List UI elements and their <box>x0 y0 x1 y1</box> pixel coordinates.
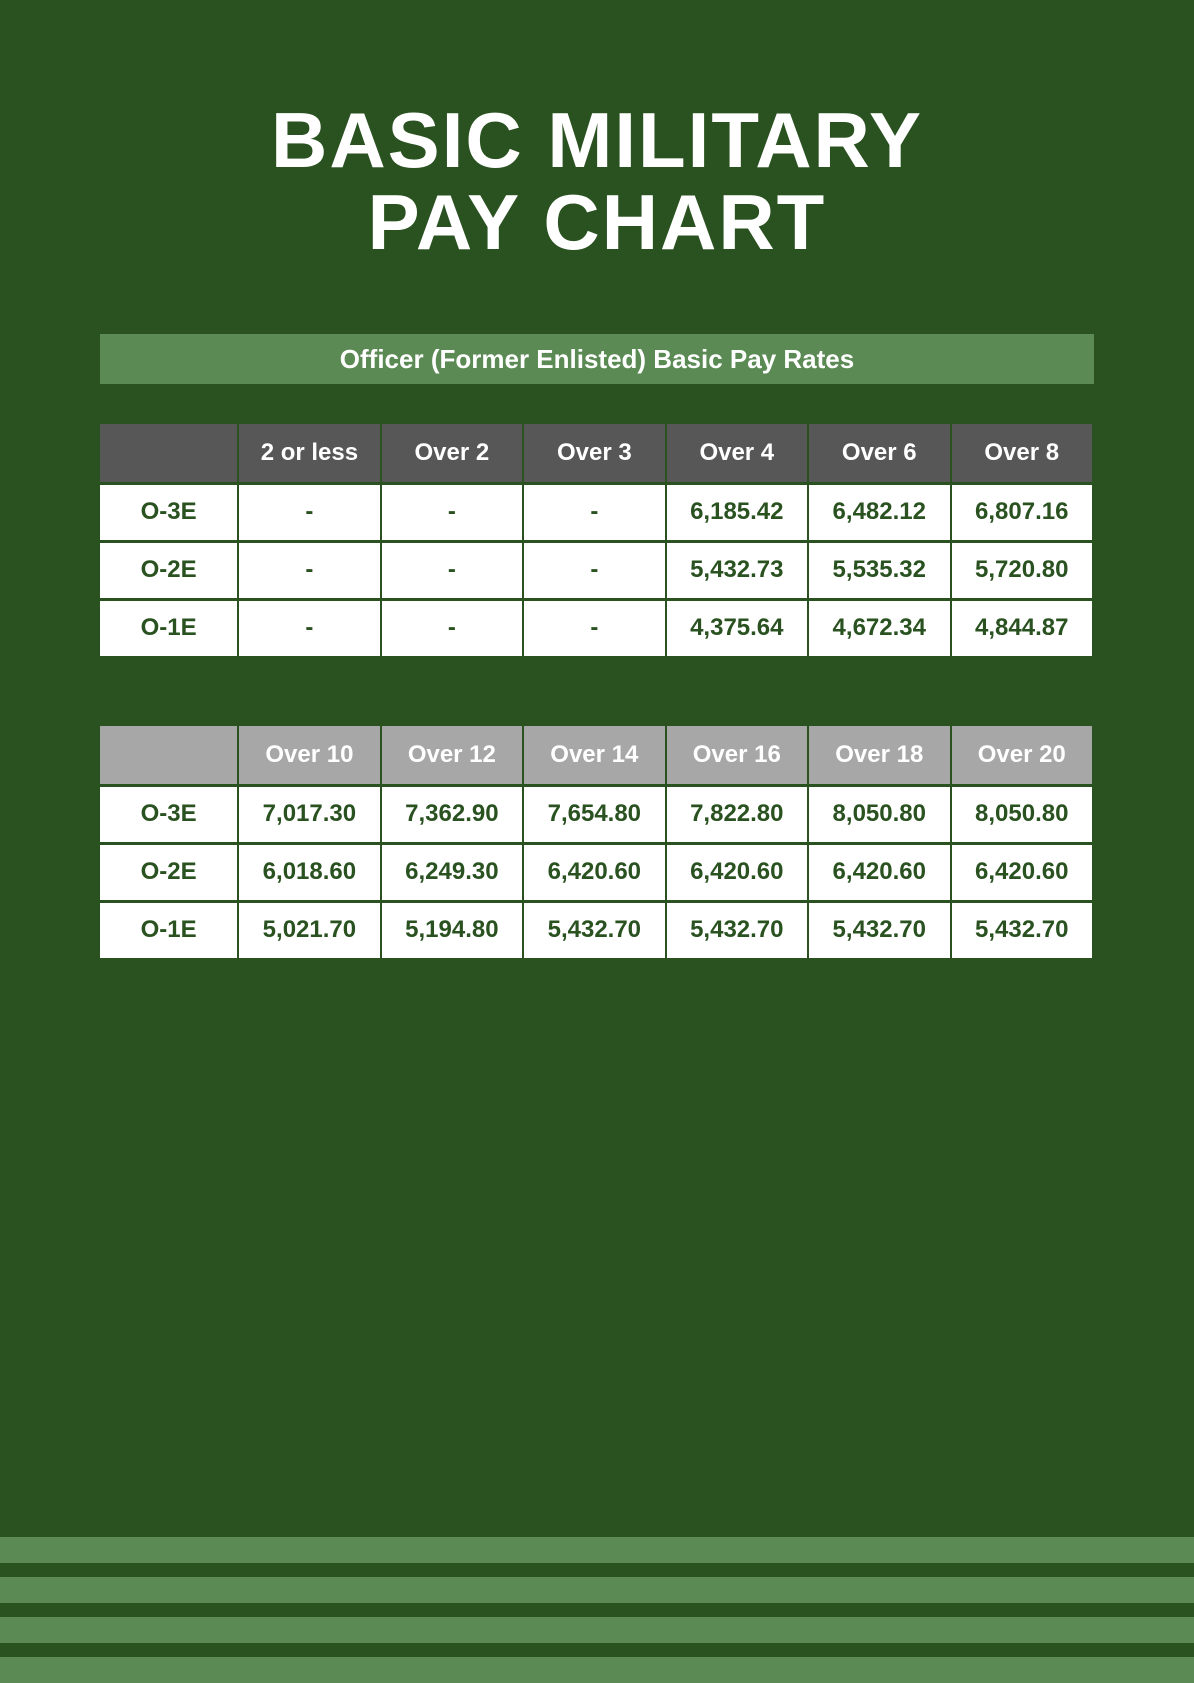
table-row: O-1E---4,375.644,672.344,844.87 <box>100 598 1094 656</box>
footer-stripes <box>0 1537 1194 1683</box>
column-header: Over 3 <box>524 424 666 482</box>
cell: - <box>382 598 524 656</box>
cell: 5,432.73 <box>667 540 809 598</box>
cell: 5,432.70 <box>524 900 666 958</box>
cell: 5,432.70 <box>952 900 1095 958</box>
cell: - <box>524 598 666 656</box>
cell: 6,420.60 <box>667 842 809 900</box>
cell: 4,672.34 <box>809 598 951 656</box>
footer-stripe <box>0 1537 1194 1563</box>
page-title: BASIC MILITARY PAY CHART <box>100 100 1094 264</box>
column-header <box>100 726 239 784</box>
cell: 5,432.70 <box>809 900 951 958</box>
footer-stripe <box>0 1617 1194 1643</box>
cell: - <box>239 540 381 598</box>
cell: 7,017.30 <box>239 784 381 842</box>
footer-stripe <box>0 1577 1194 1603</box>
cell: - <box>239 482 381 540</box>
row-label: O-1E <box>100 900 239 958</box>
column-header: Over 14 <box>524 726 666 784</box>
column-header: Over 6 <box>809 424 951 482</box>
cell: 8,050.80 <box>809 784 951 842</box>
pay-table: 2 or lessOver 2Over 3Over 4Over 6Over 8O… <box>100 424 1094 656</box>
cell: 5,720.80 <box>952 540 1095 598</box>
table-row: O-3E---6,185.426,482.126,807.16 <box>100 482 1094 540</box>
cell: 7,654.80 <box>524 784 666 842</box>
cell: 5,021.70 <box>239 900 381 958</box>
column-header: Over 12 <box>382 726 524 784</box>
cell: 7,362.90 <box>382 784 524 842</box>
row-label: O-3E <box>100 784 239 842</box>
title-line1: BASIC MILITARY <box>271 96 923 184</box>
cell: 6,185.42 <box>667 482 809 540</box>
cell: 6,420.60 <box>809 842 951 900</box>
cell: 6,420.60 <box>524 842 666 900</box>
subtitle-bar: Officer (Former Enlisted) Basic Pay Rate… <box>100 334 1094 384</box>
cell: - <box>524 540 666 598</box>
column-header: Over 8 <box>952 424 1095 482</box>
pay-table-1: 2 or lessOver 2Over 3Over 4Over 6Over 8O… <box>100 424 1094 656</box>
cell: 6,807.16 <box>952 482 1095 540</box>
column-header: 2 or less <box>239 424 381 482</box>
table-row: O-1E5,021.705,194.805,432.705,432.705,43… <box>100 900 1094 958</box>
column-header: Over 20 <box>952 726 1095 784</box>
row-label: O-1E <box>100 598 239 656</box>
cell: - <box>239 598 381 656</box>
column-header: Over 10 <box>239 726 381 784</box>
pay-table-2: Over 10Over 12Over 14Over 16Over 18Over … <box>100 726 1094 958</box>
table-row: O-2E---5,432.735,535.325,720.80 <box>100 540 1094 598</box>
content-area: BASIC MILITARY PAY CHART Officer (Former… <box>0 0 1194 958</box>
column-header <box>100 424 239 482</box>
row-label: O-2E <box>100 842 239 900</box>
row-label: O-3E <box>100 482 239 540</box>
cell: 4,844.87 <box>952 598 1095 656</box>
cell: 6,018.60 <box>239 842 381 900</box>
cell: 8,050.80 <box>952 784 1095 842</box>
column-header: Over 4 <box>667 424 809 482</box>
cell: 6,420.60 <box>952 842 1095 900</box>
cell: 7,822.80 <box>667 784 809 842</box>
cell: - <box>524 482 666 540</box>
cell: 4,375.64 <box>667 598 809 656</box>
cell: - <box>382 540 524 598</box>
column-header: Over 18 <box>809 726 951 784</box>
cell: 5,432.70 <box>667 900 809 958</box>
table-row: O-2E6,018.606,249.306,420.606,420.606,42… <box>100 842 1094 900</box>
cell: - <box>382 482 524 540</box>
cell: 5,535.32 <box>809 540 951 598</box>
cell: 5,194.80 <box>382 900 524 958</box>
footer-stripe <box>0 1657 1194 1683</box>
row-label: O-2E <box>100 540 239 598</box>
title-line2: PAY CHART <box>368 178 827 266</box>
page-canvas: BASIC MILITARY PAY CHART Officer (Former… <box>0 0 1194 1683</box>
cell: 6,482.12 <box>809 482 951 540</box>
pay-table: Over 10Over 12Over 14Over 16Over 18Over … <box>100 726 1094 958</box>
cell: 6,249.30 <box>382 842 524 900</box>
table-row: O-3E7,017.307,362.907,654.807,822.808,05… <box>100 784 1094 842</box>
subtitle-text: Officer (Former Enlisted) Basic Pay Rate… <box>340 344 854 374</box>
column-header: Over 16 <box>667 726 809 784</box>
column-header: Over 2 <box>382 424 524 482</box>
